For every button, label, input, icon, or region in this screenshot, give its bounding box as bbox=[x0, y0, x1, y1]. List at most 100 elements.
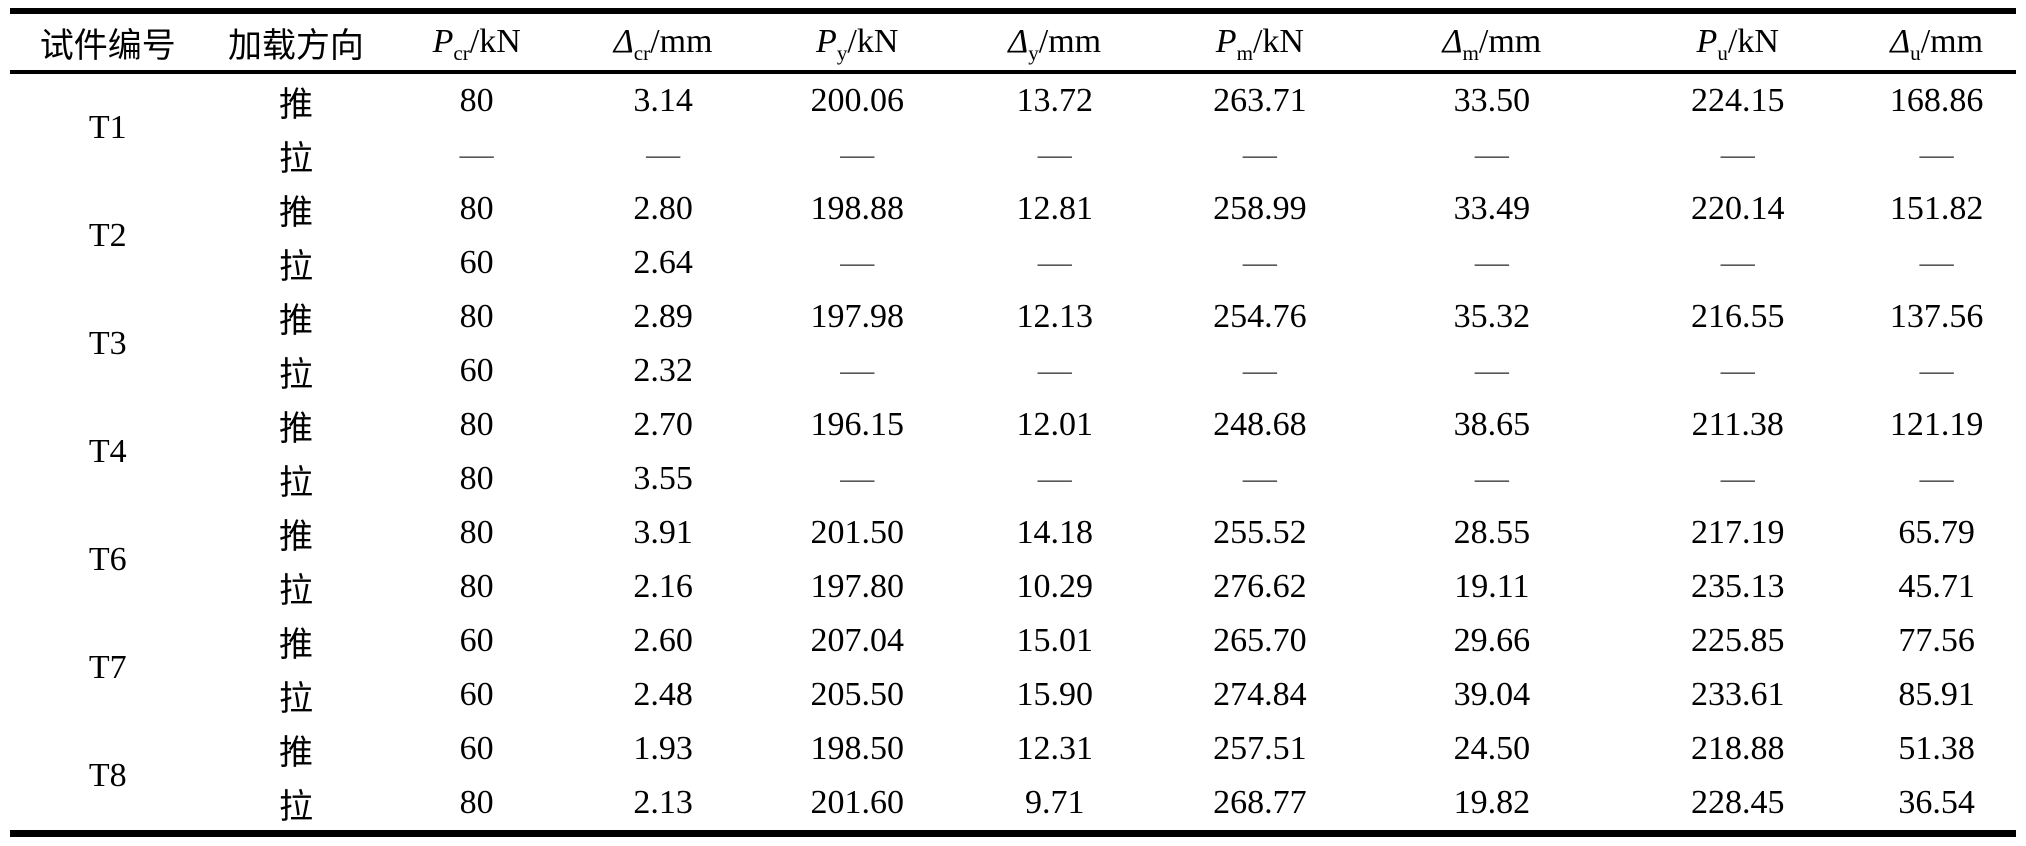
symbol-var: Δ bbox=[1008, 23, 1029, 60]
loading-direction-cell: 拉 bbox=[278, 464, 313, 502]
value-cell: 12.01 bbox=[1016, 406, 1093, 443]
symbol-var: Δ bbox=[1442, 23, 1463, 60]
value-cell: 207.04 bbox=[810, 622, 904, 659]
value-cell: 45.71 bbox=[1898, 568, 1975, 605]
value-cell: — bbox=[840, 136, 875, 173]
column-header-2: Pcr/kN bbox=[386, 11, 568, 74]
value-cell: 2.70 bbox=[633, 406, 693, 443]
value-cell: 14.18 bbox=[1016, 514, 1093, 551]
symbol-var: P bbox=[1215, 23, 1237, 60]
value-cell: 80 bbox=[459, 406, 494, 443]
value-cell: — bbox=[1720, 460, 1755, 497]
value-cell: 168.86 bbox=[1889, 82, 1984, 119]
value-cell: 220.14 bbox=[1690, 190, 1785, 227]
value-cell: 80 bbox=[459, 190, 494, 227]
value-cell: 217.19 bbox=[1690, 514, 1785, 551]
value-cell: 28.55 bbox=[1453, 514, 1531, 551]
value-cell: — bbox=[1037, 460, 1072, 497]
symbol-subscript: y bbox=[1028, 40, 1039, 65]
unit-label: /kN bbox=[1727, 23, 1779, 60]
table-row-T7-push: T7 推 60 2.60 207.04 15.01 265.70 29.66 225.85 77.… bbox=[10, 614, 2016, 686]
value-cell: 233.61 bbox=[1690, 676, 1785, 713]
value-cell: — bbox=[840, 352, 875, 389]
specimen-id-cell: T4 bbox=[88, 433, 127, 470]
value-cell: 24.50 bbox=[1453, 730, 1531, 767]
value-cell: 255.52 bbox=[1213, 514, 1307, 551]
value-cell: — bbox=[1919, 136, 1954, 173]
table-body: T1 推 80 3.14 200.06 13.72 263.71 33.50 224.15 168… bbox=[10, 72, 2016, 834]
specimen-id-cell: T2 bbox=[88, 217, 127, 254]
value-cell: 65.79 bbox=[1898, 514, 1975, 551]
value-cell: 39.04 bbox=[1453, 676, 1531, 713]
column-header-6: Pm/kN bbox=[1154, 11, 1366, 74]
column-header-4: Py/kN bbox=[759, 11, 956, 74]
value-cell: 2.16 bbox=[633, 568, 693, 605]
value-cell: 80 bbox=[459, 568, 494, 605]
value-cell: — bbox=[1242, 244, 1277, 281]
table-row-T8-push: T8 推 60 1.93 198.50 12.31 257.51 24.50 218.88 51.… bbox=[10, 722, 2016, 794]
value-cell: 80 bbox=[459, 460, 494, 497]
loading-direction-cell: 拉 bbox=[278, 788, 313, 826]
unit-label: /kN bbox=[847, 23, 899, 60]
column-header-8: Pu/kN bbox=[1618, 11, 1858, 74]
column-header-3: Δcr/mm bbox=[567, 11, 760, 74]
column-header-7: Δm/mm bbox=[1365, 11, 1619, 74]
value-cell: 60 bbox=[459, 622, 494, 659]
value-cell: 3.91 bbox=[633, 514, 693, 551]
value-cell: 225.85 bbox=[1690, 622, 1785, 659]
column-header-9: Δu/mm bbox=[1857, 11, 2016, 74]
value-cell: 268.77 bbox=[1213, 784, 1307, 821]
value-cell: — bbox=[1474, 352, 1509, 389]
table-row-T4-push: T4 推 80 2.70 196.15 12.01 248.68 38.65 211.38 121… bbox=[10, 398, 2016, 470]
specimen-id-cell: T8 bbox=[88, 757, 127, 794]
symbol-subscript: cr bbox=[453, 40, 470, 65]
value-cell: — bbox=[1242, 136, 1277, 173]
value-cell: 121.19 bbox=[1889, 406, 1984, 443]
value-cell: 2.64 bbox=[633, 244, 693, 281]
table-row-T7-pull: 拉 60 2.48 205.50 15.90 274.84 39.04 233.61 85.91 bbox=[10, 668, 2016, 722]
symbol-subscript: u bbox=[1910, 40, 1921, 65]
loading-direction-cell: 拉 bbox=[278, 248, 313, 286]
value-cell: — bbox=[1474, 136, 1509, 173]
loading-direction-cell: 推 bbox=[278, 302, 313, 340]
loading-direction-cell: 拉 bbox=[278, 140, 313, 178]
unit-label: /mm bbox=[1478, 23, 1542, 60]
value-cell: 198.50 bbox=[810, 730, 904, 767]
loading-direction-cell: 推 bbox=[278, 194, 313, 232]
value-cell: — bbox=[1474, 460, 1509, 497]
loading-direction-cell: 推 bbox=[278, 410, 313, 448]
value-cell: 235.13 bbox=[1690, 568, 1785, 605]
table-row-T2-pull: 拉 60 2.64 — — — — — — bbox=[10, 236, 2016, 290]
value-cell: — bbox=[1720, 244, 1755, 281]
value-cell: — bbox=[1037, 136, 1072, 173]
value-cell: 80 bbox=[459, 514, 494, 551]
table-header: 试件编号 加载方向 Pcr/kN Δcr/mm Py/kN Δy/mm Pm/kN Δm/mm… bbox=[10, 11, 2016, 74]
value-cell: 196.15 bbox=[810, 406, 904, 443]
value-cell: — bbox=[1919, 352, 1954, 389]
value-cell: 51.38 bbox=[1898, 730, 1975, 767]
specimen-id-cell: T3 bbox=[88, 325, 127, 362]
value-cell: 2.89 bbox=[633, 298, 693, 335]
value-cell: 60 bbox=[459, 244, 494, 281]
table-row-T8-pull: 拉 80 2.13 201.60 9.71 268.77 19.82 228.45 36.54 bbox=[10, 776, 2016, 834]
header-row: 试件编号 加载方向 Pcr/kN Δcr/mm Py/kN Δy/mm Pm/kN Δm/mm… bbox=[10, 11, 2016, 74]
value-cell: 12.13 bbox=[1016, 298, 1093, 335]
loading-direction-cell: 拉 bbox=[278, 572, 313, 610]
value-cell: 85.91 bbox=[1898, 676, 1975, 713]
value-cell: 2.13 bbox=[633, 784, 693, 821]
value-cell: 29.66 bbox=[1453, 622, 1531, 659]
value-cell: 12.81 bbox=[1016, 190, 1093, 227]
value-cell: 265.70 bbox=[1213, 622, 1307, 659]
value-cell: 257.51 bbox=[1213, 730, 1307, 767]
value-cell: 3.14 bbox=[633, 82, 693, 119]
specimen-id-cell: T1 bbox=[88, 109, 127, 146]
symbol-var: P bbox=[816, 23, 837, 60]
value-cell: 151.82 bbox=[1889, 190, 1984, 227]
symbol-subscript: cr bbox=[633, 40, 651, 65]
value-cell: 12.31 bbox=[1016, 730, 1093, 767]
value-cell: 218.88 bbox=[1690, 730, 1785, 767]
table-row-T3-pull: 拉 60 2.32 — — — — — — bbox=[10, 344, 2016, 398]
table-row-T3-push: T3 推 80 2.89 197.98 12.13 254.76 35.32 216.55 137… bbox=[10, 290, 2016, 362]
loading-direction-cell: 推 bbox=[278, 734, 313, 772]
value-cell: — bbox=[1919, 460, 1954, 497]
